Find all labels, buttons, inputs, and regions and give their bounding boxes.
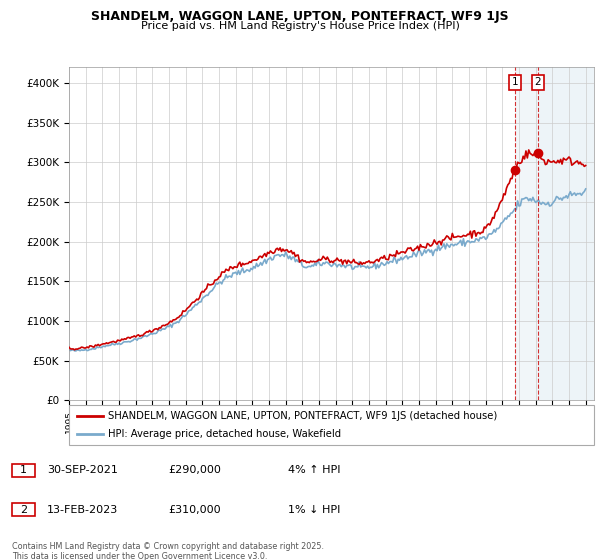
Bar: [515, 67, 538, 400]
Text: 1: 1: [20, 465, 27, 475]
Text: Contains HM Land Registry data © Crown copyright and database right 2025.
This d: Contains HM Land Registry data © Crown c…: [12, 542, 324, 560]
Text: SHANDELM, WAGGON LANE, UPTON, PONTEFRACT, WF9 1JS (detached house): SHANDELM, WAGGON LANE, UPTON, PONTEFRACT…: [109, 411, 497, 421]
Text: 13-FEB-2023: 13-FEB-2023: [47, 505, 118, 515]
Bar: [538, 67, 594, 400]
Text: 2: 2: [20, 505, 27, 515]
Text: SHANDELM, WAGGON LANE, UPTON, PONTEFRACT, WF9 1JS: SHANDELM, WAGGON LANE, UPTON, PONTEFRACT…: [91, 10, 509, 23]
Text: 4% ↑ HPI: 4% ↑ HPI: [288, 465, 341, 475]
Text: 2: 2: [535, 77, 541, 87]
Text: 1: 1: [512, 77, 518, 87]
Text: £310,000: £310,000: [168, 505, 221, 515]
Text: £290,000: £290,000: [168, 465, 221, 475]
Text: Price paid vs. HM Land Registry's House Price Index (HPI): Price paid vs. HM Land Registry's House …: [140, 21, 460, 31]
Text: 1% ↓ HPI: 1% ↓ HPI: [288, 505, 340, 515]
Bar: [538, 67, 594, 400]
Text: HPI: Average price, detached house, Wakefield: HPI: Average price, detached house, Wake…: [109, 430, 341, 439]
FancyBboxPatch shape: [69, 405, 594, 445]
Text: 30-SEP-2021: 30-SEP-2021: [47, 465, 118, 475]
